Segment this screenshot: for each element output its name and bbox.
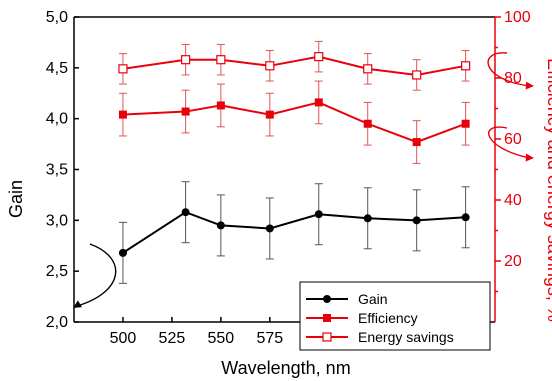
y-left-tick-label: 4,5 — [46, 60, 68, 77]
data-point — [363, 214, 372, 223]
arrow-head — [73, 300, 82, 308]
series-line — [122, 101, 466, 144]
data-point — [265, 224, 274, 233]
energy-savings-axis-arrow — [487, 52, 534, 90]
data-point — [118, 248, 127, 257]
y-right-tick-label: 40 — [504, 192, 522, 209]
series-layer — [118, 40, 471, 284]
data-point — [314, 52, 324, 62]
series-gain — [118, 181, 470, 284]
y-left-tick-label: 2,0 — [46, 314, 68, 331]
y-left-tick-label: 3,5 — [46, 162, 68, 179]
y-left-tick-label: 3,0 — [46, 212, 68, 229]
data-point — [181, 107, 190, 116]
data-point — [118, 110, 127, 119]
data-point — [412, 138, 421, 147]
y-axis-label-right: Efficiency and energy savings, % — [544, 58, 552, 322]
y-right-tick-label: 60 — [504, 131, 522, 148]
legend-label-efficiency: Efficiency — [358, 310, 418, 326]
legend-box — [299, 281, 491, 351]
y-right-tick-label: 100 — [504, 9, 531, 26]
data-point — [181, 208, 190, 217]
data-point — [314, 98, 323, 107]
efficiency-axis-arrow — [488, 126, 534, 162]
legend-item-gain: Gain — [306, 291, 388, 307]
arrow-curve — [488, 126, 531, 159]
legend-label-energy-savings: Energy savings — [358, 329, 454, 345]
data-point — [216, 55, 226, 65]
y-right-tick-label: 80 — [504, 70, 522, 87]
data-point — [363, 64, 373, 74]
arrow-head — [525, 153, 534, 162]
x-tick-label: 550 — [208, 330, 235, 347]
series-efficiency — [118, 80, 470, 164]
arrow-curve — [76, 243, 117, 307]
data-point — [118, 64, 128, 74]
data-point — [412, 70, 422, 80]
series-line — [122, 211, 466, 254]
data-point — [216, 221, 225, 230]
series-line — [122, 55, 466, 76]
legend-item-efficiency: Efficiency — [306, 310, 418, 326]
arrow-head — [525, 81, 534, 90]
data-point — [216, 101, 225, 110]
y-right-tick-label: 20 — [504, 253, 522, 270]
series-energy-savings — [118, 40, 471, 91]
legend-label-gain: Gain — [358, 291, 388, 307]
arrow-curve — [487, 52, 531, 87]
data-point — [314, 210, 323, 219]
data-point — [461, 119, 470, 128]
y-axis-label-left: Gain — [6, 180, 26, 218]
data-point — [181, 55, 191, 65]
y-left-tick-label: 4,0 — [46, 111, 68, 128]
data-point — [461, 61, 471, 71]
arrows-layer — [73, 52, 534, 308]
data-point — [265, 61, 275, 71]
data-point — [363, 119, 372, 128]
legend-item-energy-savings: Energy savings — [306, 329, 454, 345]
ticks-layer: 2,0 2,5 3,0 3,5 4,0 4,5 5,0 20 40 60 80 100 500 525 55… — [46, 9, 531, 347]
legend: Gain Efficiency Energy savings — [299, 281, 491, 351]
x-axis-label: Wavelength, nm — [221, 358, 350, 378]
gain-axis-arrow — [73, 243, 117, 308]
data-point — [461, 213, 470, 222]
x-tick-label: 575 — [256, 330, 283, 347]
y-left-tick-label: 5,0 — [46, 9, 68, 26]
data-point — [265, 110, 274, 119]
data-point — [412, 216, 421, 225]
y-left-tick-label: 2,5 — [46, 263, 68, 280]
x-tick-label: 500 — [110, 330, 137, 347]
x-tick-label: 525 — [159, 330, 186, 347]
